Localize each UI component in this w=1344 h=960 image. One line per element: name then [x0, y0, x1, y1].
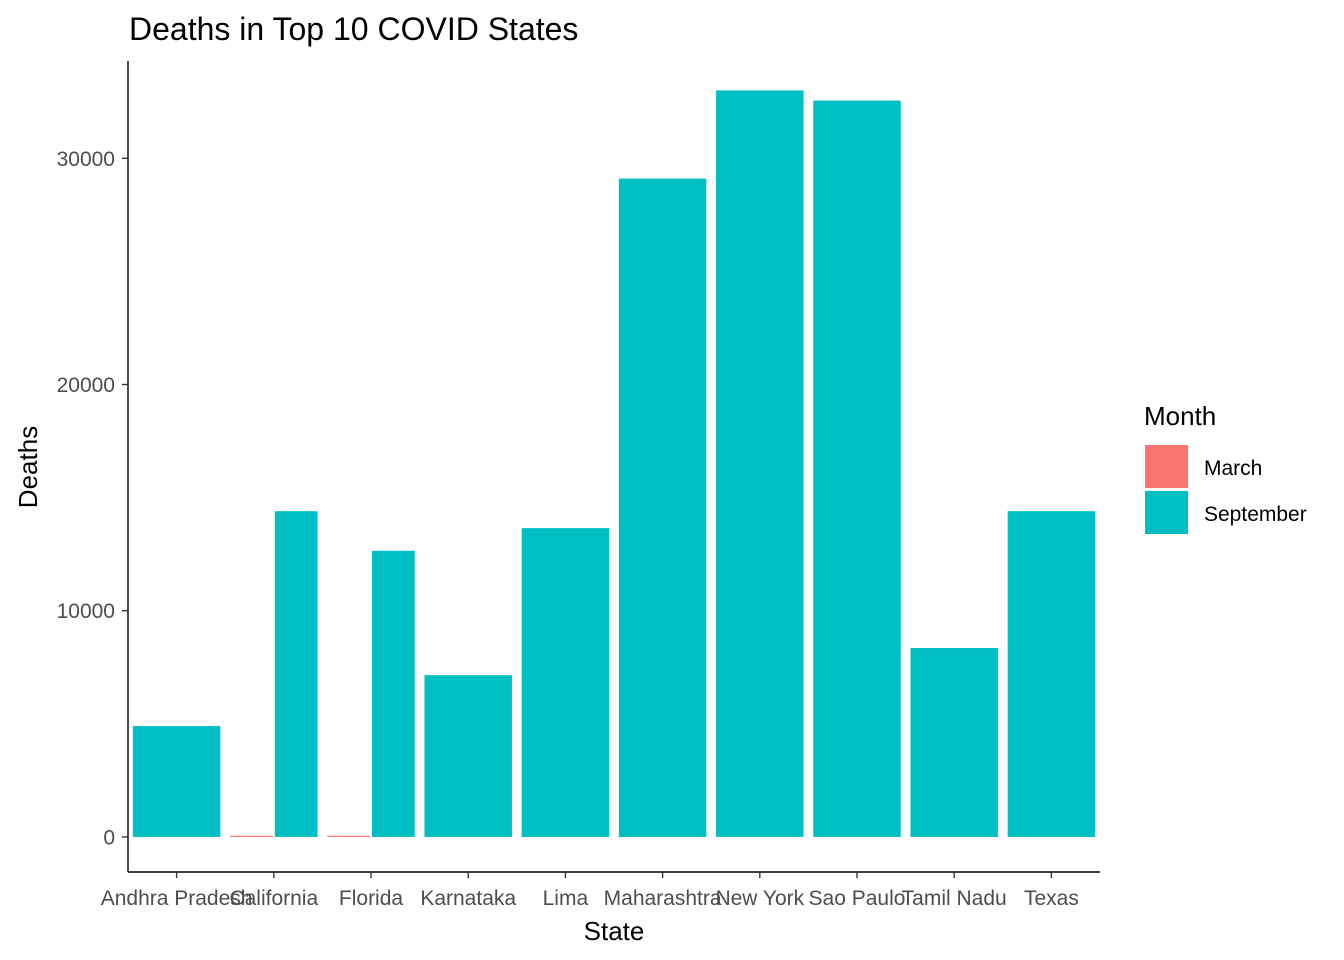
bar-tamil-nadu-september	[910, 648, 998, 837]
y-axis-ticks: 0 10000 20000 30000	[57, 148, 128, 849]
x-tick-label: California	[229, 887, 318, 910]
bar-florida-march	[327, 835, 370, 837]
x-tick-label: Andhra Pradesh	[101, 887, 253, 910]
x-tick-label: Tamil Nadu	[902, 887, 1007, 910]
legend-label-march: March	[1204, 457, 1262, 480]
bar-california-september	[274, 511, 318, 837]
x-tick-label: New York	[715, 887, 804, 910]
x-tick-label: Florida	[339, 887, 404, 910]
bar-california-march	[230, 835, 273, 837]
legend-swatch-march	[1145, 445, 1188, 488]
bar-new-york-september	[716, 90, 804, 837]
bar-karnataka-september	[424, 675, 512, 837]
bars-layer	[132, 90, 1096, 837]
x-tick-label: Maharashtra	[604, 887, 722, 910]
chart-title: Deaths in Top 10 COVID States	[129, 11, 578, 47]
x-axis-title: State	[584, 916, 645, 946]
y-tick-label: 30000	[57, 148, 115, 171]
bar-florida-september	[372, 550, 415, 837]
legend-title: Month	[1144, 401, 1216, 431]
bar-maharashtra-september	[618, 178, 707, 837]
y-tick-label: 20000	[57, 374, 115, 397]
legend-label-september: September	[1204, 503, 1307, 526]
bar-lima-september	[521, 528, 610, 837]
legend-swatch-september	[1145, 491, 1188, 534]
bar-andhra-pradesh-september	[132, 726, 221, 837]
legend: Month March September	[1144, 401, 1307, 534]
y-tick-label: 0	[103, 826, 115, 849]
y-axis-title: Deaths	[13, 426, 43, 508]
bar-sao-paulo-september	[813, 100, 901, 837]
x-tick-label: Karnataka	[420, 887, 516, 910]
bar-texas-september	[1007, 511, 1096, 837]
x-tick-label: Texas	[1024, 887, 1079, 910]
x-tick-label: Lima	[543, 887, 589, 910]
y-tick-label: 10000	[57, 600, 115, 623]
x-tick-label: Sao Paulo	[809, 887, 906, 910]
